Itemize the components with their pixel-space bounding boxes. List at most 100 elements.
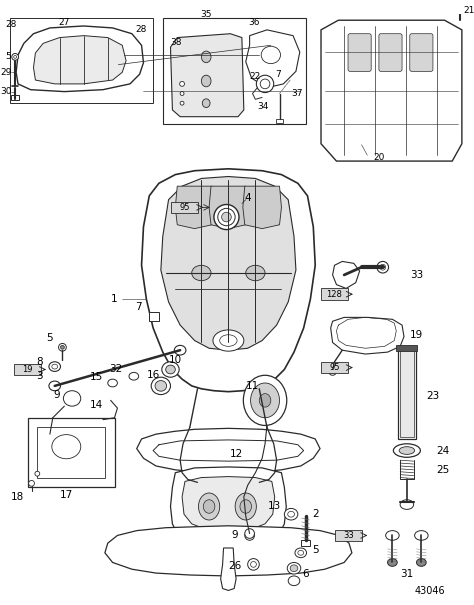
Ellipse shape <box>417 558 426 566</box>
Ellipse shape <box>49 381 61 391</box>
Text: 9: 9 <box>54 390 61 399</box>
Bar <box>455 0 465 3</box>
Ellipse shape <box>61 345 64 349</box>
Ellipse shape <box>243 375 287 425</box>
Text: 33: 33 <box>344 531 355 540</box>
Ellipse shape <box>202 99 210 108</box>
Polygon shape <box>105 526 352 576</box>
Ellipse shape <box>201 75 211 87</box>
Text: 13: 13 <box>268 502 282 511</box>
Ellipse shape <box>28 480 35 486</box>
Ellipse shape <box>12 53 18 60</box>
Text: 35: 35 <box>201 10 212 19</box>
Text: 1: 1 <box>111 294 118 304</box>
Ellipse shape <box>201 51 211 63</box>
Ellipse shape <box>261 46 281 64</box>
Text: 18: 18 <box>10 492 24 502</box>
Bar <box>301 540 310 546</box>
Ellipse shape <box>14 56 17 58</box>
Text: 11: 11 <box>246 381 259 391</box>
Polygon shape <box>161 177 296 350</box>
Ellipse shape <box>288 576 300 586</box>
FancyBboxPatch shape <box>348 34 371 71</box>
Bar <box>276 119 283 123</box>
Bar <box>321 362 348 373</box>
Ellipse shape <box>251 383 280 417</box>
Text: 4: 4 <box>245 193 251 203</box>
Ellipse shape <box>218 208 235 226</box>
Text: 128: 128 <box>327 290 342 299</box>
Text: 95: 95 <box>329 363 340 372</box>
Ellipse shape <box>213 330 244 351</box>
Ellipse shape <box>245 531 255 540</box>
Ellipse shape <box>288 511 294 517</box>
Ellipse shape <box>298 551 304 555</box>
Bar <box>172 201 199 213</box>
Ellipse shape <box>256 75 273 93</box>
Text: 7: 7 <box>276 70 282 79</box>
Ellipse shape <box>399 446 415 454</box>
Ellipse shape <box>174 345 186 355</box>
Ellipse shape <box>64 391 81 406</box>
Ellipse shape <box>155 381 167 391</box>
Text: 25: 25 <box>436 465 449 475</box>
Polygon shape <box>137 428 320 473</box>
Text: 37: 37 <box>291 89 303 98</box>
Bar <box>10 18 153 103</box>
Bar <box>27 417 115 487</box>
Ellipse shape <box>393 444 420 457</box>
Text: 22: 22 <box>250 71 261 80</box>
Ellipse shape <box>166 365 175 374</box>
Ellipse shape <box>180 91 184 96</box>
Ellipse shape <box>248 558 259 570</box>
Ellipse shape <box>245 529 255 538</box>
Text: 34: 34 <box>257 102 269 111</box>
Polygon shape <box>221 548 236 590</box>
Bar <box>396 345 418 351</box>
Ellipse shape <box>377 261 389 273</box>
Ellipse shape <box>180 82 184 87</box>
Ellipse shape <box>222 212 231 222</box>
Text: 20: 20 <box>373 152 384 162</box>
Bar <box>336 529 363 541</box>
Text: 19: 19 <box>22 365 33 374</box>
Polygon shape <box>171 467 286 548</box>
Text: 32: 32 <box>109 364 122 374</box>
Ellipse shape <box>220 335 237 346</box>
Text: 3: 3 <box>36 371 43 381</box>
Text: 29: 29 <box>0 68 11 77</box>
Text: 43046: 43046 <box>415 586 446 597</box>
Ellipse shape <box>329 368 337 375</box>
Ellipse shape <box>284 508 298 520</box>
Text: 9: 9 <box>231 531 238 540</box>
Text: 95: 95 <box>180 203 190 212</box>
Text: 2: 2 <box>312 509 319 519</box>
Polygon shape <box>246 30 300 88</box>
Text: 27: 27 <box>59 18 70 27</box>
Ellipse shape <box>287 563 301 574</box>
Text: 5: 5 <box>312 545 319 555</box>
Ellipse shape <box>388 558 397 566</box>
Ellipse shape <box>260 79 270 89</box>
Text: 16: 16 <box>146 370 160 381</box>
Text: 5: 5 <box>6 53 11 61</box>
Ellipse shape <box>400 500 414 509</box>
Polygon shape <box>333 261 360 289</box>
Ellipse shape <box>259 394 271 407</box>
Ellipse shape <box>180 101 184 105</box>
Text: 28: 28 <box>6 19 17 28</box>
Ellipse shape <box>52 434 81 459</box>
Text: 10: 10 <box>169 355 182 365</box>
Bar <box>400 349 414 437</box>
Polygon shape <box>34 36 126 84</box>
Bar <box>37 427 105 477</box>
Polygon shape <box>16 26 144 91</box>
Text: 8: 8 <box>36 357 43 367</box>
Ellipse shape <box>108 379 118 387</box>
Ellipse shape <box>199 493 220 520</box>
Text: 21: 21 <box>464 6 474 15</box>
Polygon shape <box>243 186 282 229</box>
Ellipse shape <box>214 204 239 229</box>
Text: 14: 14 <box>90 400 103 410</box>
Ellipse shape <box>240 500 252 513</box>
